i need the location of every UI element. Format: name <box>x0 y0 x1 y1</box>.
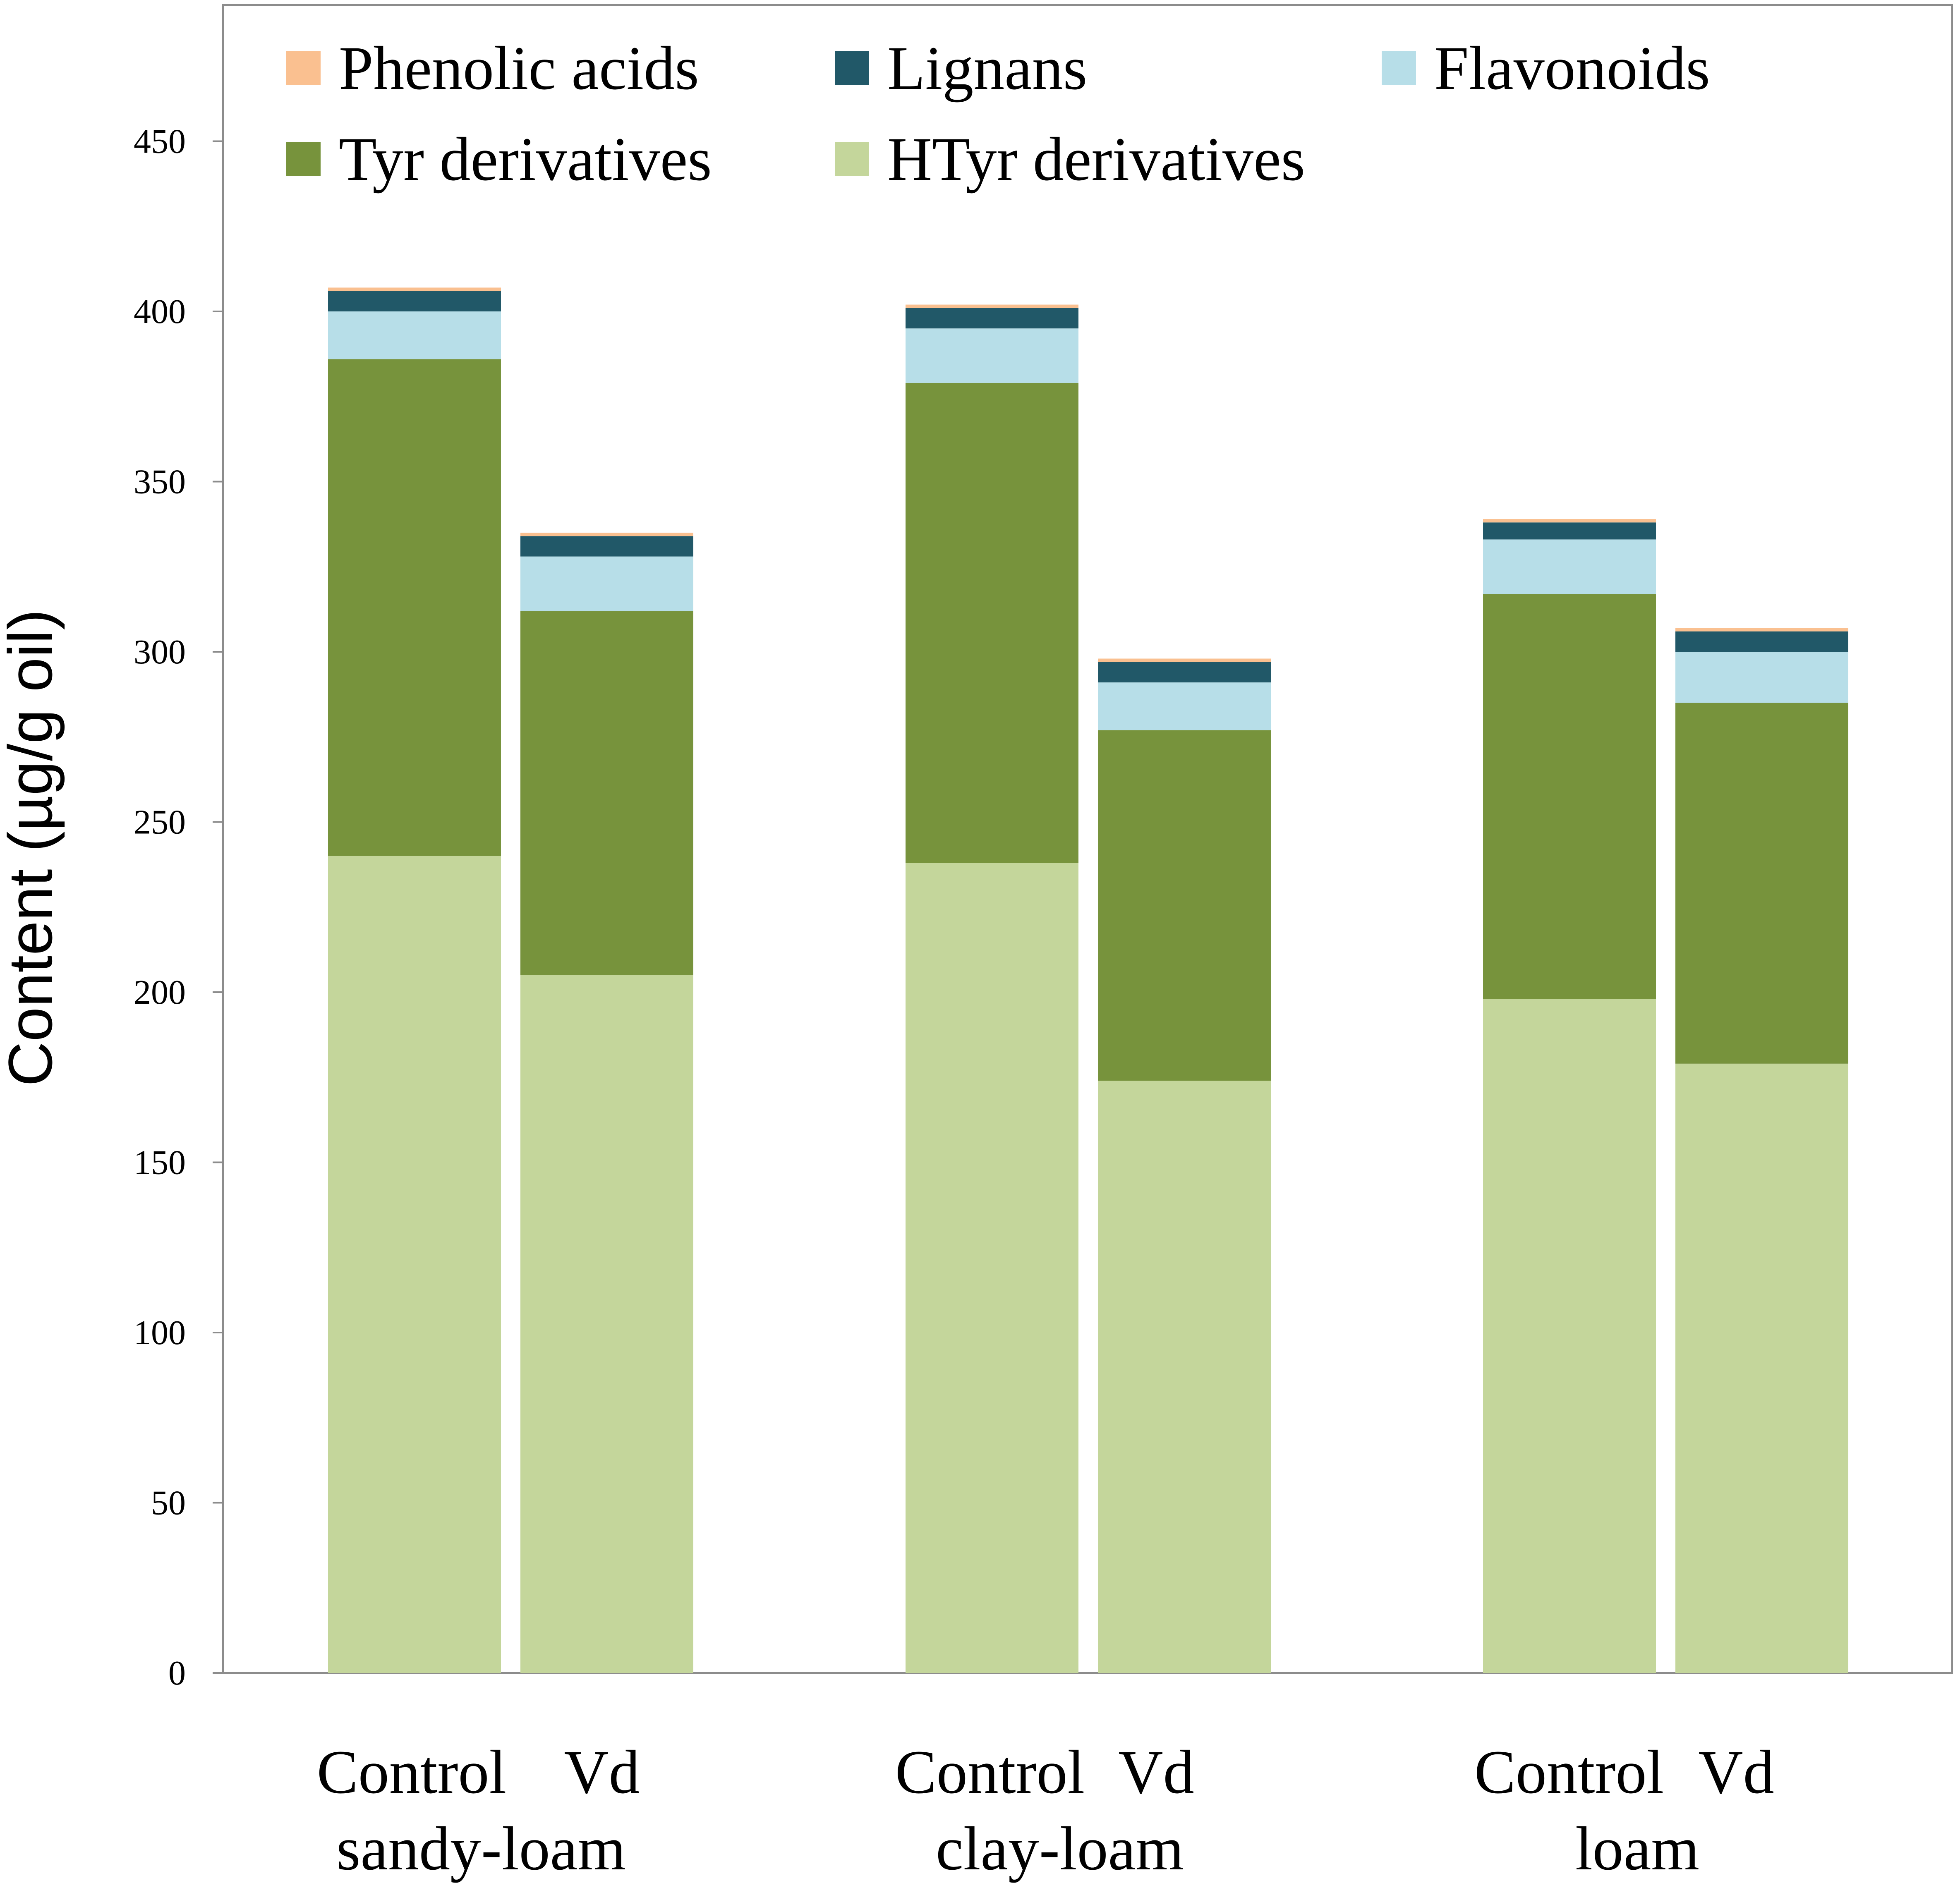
bar-segment-flavonoids <box>1098 682 1271 730</box>
bar-label: Vd <box>564 1738 640 1806</box>
legend-swatch <box>835 51 869 85</box>
bar-label: Control <box>895 1738 1085 1806</box>
bar-segment-tyr-derivatives <box>1675 703 1848 1064</box>
y-tick-label: 150 <box>134 1144 186 1182</box>
bar-segment-tyr-derivatives <box>906 383 1078 863</box>
legend-label: Lignans <box>887 34 1087 103</box>
y-tick-label: 100 <box>134 1314 186 1352</box>
legend-swatch <box>1382 51 1416 85</box>
bar-segment-lignans <box>906 308 1078 329</box>
bar-segment-htyr-derivatives <box>1675 1063 1848 1673</box>
plot-area-frame <box>222 4 1953 1674</box>
legend-label: Phenolic acids <box>339 34 699 103</box>
bar-label: Vd <box>1698 1738 1774 1806</box>
y-axis: 0 50 100 150 200 250 300 350 400 450 <box>134 122 223 1692</box>
legend-swatch <box>286 51 321 85</box>
group-label: clay-loam <box>936 1814 1184 1883</box>
bar-segment-tyr-derivatives <box>328 359 501 856</box>
group-label: sandy-loam <box>336 1814 626 1883</box>
bar-segment-lignans <box>1098 662 1271 683</box>
bar-segment-flavonoids <box>1675 652 1848 703</box>
bar-label: Vd <box>1118 1738 1194 1806</box>
bar-segment-lignans <box>1483 522 1656 540</box>
bar-segment-tyr-derivatives <box>520 611 693 975</box>
bar-segment-htyr-derivatives <box>328 856 501 1673</box>
bar-segment-flavonoids <box>1483 539 1656 594</box>
y-axis-title: Content (µg/g oil) <box>0 609 65 1086</box>
bar-label: Control <box>317 1738 506 1806</box>
bar-segment-flavonoids <box>520 556 693 611</box>
y-tick-label: 200 <box>134 973 186 1012</box>
bar-segment-htyr-derivatives <box>520 975 693 1673</box>
y-tick-label: 450 <box>134 122 186 161</box>
bar-segment-lignans <box>328 291 501 311</box>
y-tick-label: 0 <box>168 1654 186 1692</box>
legend-label: HTyr derivatives <box>887 125 1305 194</box>
bar-segment-flavonoids <box>906 328 1078 383</box>
y-tick-label: 400 <box>134 292 186 331</box>
bar-segment-phenolic-acids <box>1483 519 1656 523</box>
y-tick-label: 250 <box>134 803 186 842</box>
bar-segment-htyr-derivatives <box>1483 999 1656 1673</box>
y-tick-label: 350 <box>134 463 186 501</box>
bars <box>328 287 1848 1673</box>
legend: Phenolic acids Lignans Flavonoids Tyr deriv… <box>286 34 1710 194</box>
legend-swatch <box>286 142 321 176</box>
legend-label: Tyr derivatives <box>339 125 712 194</box>
bar-segment-tyr-derivatives <box>1098 730 1271 1081</box>
category-labels: Control Vd sandy-loam Control Vd clay-loam Con… <box>317 1738 1774 1883</box>
bar-segment-phenolic-acids <box>1675 628 1848 632</box>
bar-segment-flavonoids <box>328 311 501 359</box>
legend-swatch <box>835 142 869 176</box>
bar-label: Control <box>1474 1738 1664 1806</box>
bar-segment-phenolic-acids <box>328 287 501 291</box>
bar-segment-tyr-derivatives <box>1483 594 1656 999</box>
bar-segment-phenolic-acids <box>906 304 1078 308</box>
y-tick-label: 300 <box>134 633 186 671</box>
bar-segment-phenolic-acids <box>1098 658 1271 662</box>
bar-segment-lignans <box>1675 631 1848 652</box>
group-label: loam <box>1575 1814 1699 1883</box>
bar-segment-htyr-derivatives <box>1098 1080 1271 1673</box>
bar-segment-phenolic-acids <box>520 532 693 536</box>
bar-segment-lignans <box>520 536 693 557</box>
y-tick-label: 50 <box>151 1484 186 1522</box>
legend-label: Flavonoids <box>1434 34 1710 103</box>
bar-segment-htyr-derivatives <box>906 863 1078 1673</box>
